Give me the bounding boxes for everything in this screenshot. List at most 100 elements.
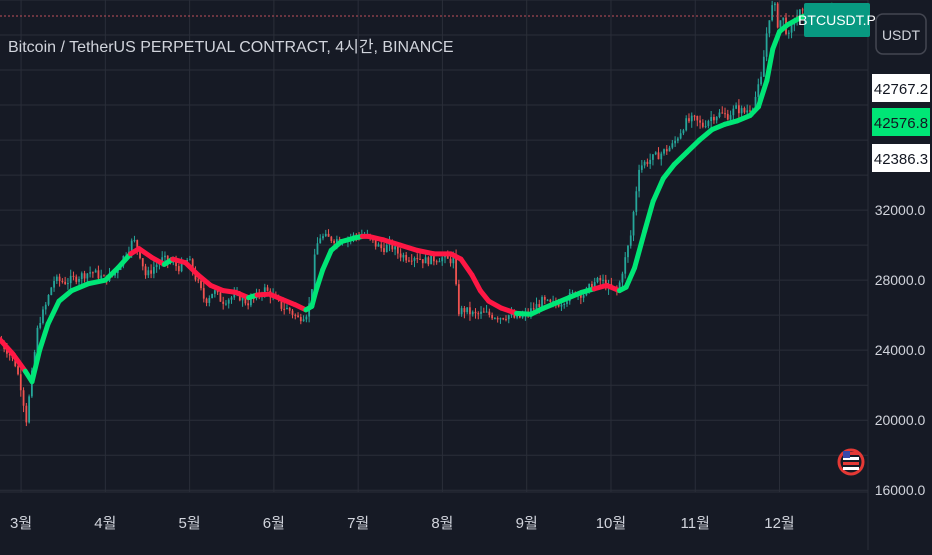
candle-body [535, 304, 538, 310]
candle-body [457, 284, 460, 315]
candle [491, 312, 494, 321]
moving-average-segment [458, 256, 475, 278]
candle-body [435, 261, 438, 263]
candle [28, 394, 31, 424]
candle-body [657, 152, 660, 160]
candle-body [563, 304, 566, 306]
price-label-upper: 42767.2 [872, 74, 930, 102]
candle-body [383, 248, 385, 253]
candle-body [283, 308, 286, 310]
candle-body [640, 165, 643, 170]
candle-body [557, 303, 560, 307]
candle [654, 151, 657, 156]
candle [413, 256, 416, 268]
candle [707, 119, 710, 129]
candle [405, 251, 408, 264]
candle-body [530, 308, 532, 315]
candle-body [518, 314, 521, 318]
currency-button[interactable]: USDT [875, 13, 927, 55]
price-axis[interactable]: 16000.0 20000.0 24000.0 28000.0 32000.0 [875, 202, 926, 498]
moving-average-segment [45, 298, 62, 327]
candle [424, 253, 427, 264]
candle-body [538, 304, 541, 308]
candle-body [155, 264, 158, 267]
moving-average-segment [10, 351, 28, 374]
candle-body [80, 273, 83, 279]
candle-body [419, 258, 421, 260]
candle [222, 296, 225, 310]
candle-body [438, 261, 441, 263]
candle [408, 257, 410, 263]
candle-body [58, 276, 61, 282]
candle [286, 304, 288, 310]
candle-body [571, 292, 574, 294]
candle [297, 312, 299, 318]
price-tick-label: 16000.0 [875, 482, 926, 498]
candle-body [36, 327, 39, 353]
candle-body [496, 318, 499, 320]
candle-body [765, 33, 768, 57]
moving-average-segment [85, 277, 108, 287]
candle-body [632, 211, 635, 236]
candle-body [72, 275, 75, 277]
candle-body [177, 266, 180, 272]
candle-body [164, 255, 166, 258]
candle [721, 106, 724, 114]
candle-body [701, 122, 704, 127]
moving-average-segment [380, 237, 403, 248]
candle [469, 301, 471, 321]
candle-body [61, 281, 64, 283]
candle [47, 294, 50, 307]
candle-body [532, 308, 535, 310]
time-axis[interactable]: 3월 4월 5월 6월 7월 8월 9월 10월 11월 12월 [10, 515, 795, 532]
candle [416, 253, 419, 264]
candle-body [42, 309, 44, 323]
candle-body [699, 120, 701, 123]
candle-body [225, 303, 227, 305]
candle-body [721, 112, 724, 114]
candle-body [288, 307, 291, 311]
candle [91, 271, 94, 278]
candle-body [591, 283, 593, 289]
candle-body [136, 240, 139, 249]
candle-body [89, 272, 92, 274]
candle [502, 317, 505, 321]
candle-body [180, 261, 183, 272]
candle-body [724, 113, 726, 115]
candle [688, 113, 690, 124]
candle-body [250, 298, 252, 306]
candle-body [638, 169, 640, 192]
candle [499, 317, 502, 324]
candle [801, 7, 804, 15]
candle [646, 158, 649, 167]
candle-body [762, 56, 765, 77]
candle [496, 316, 499, 323]
candle [676, 136, 679, 144]
candle-body [83, 273, 86, 279]
candle-body [599, 277, 602, 281]
candle [713, 114, 715, 124]
candle [103, 274, 105, 277]
candle [715, 116, 718, 124]
moving-average-segment [136, 246, 155, 260]
candle [679, 129, 682, 140]
candle-body [330, 236, 333, 241]
candle [599, 275, 602, 286]
candle-body [399, 253, 402, 258]
candle [760, 71, 762, 86]
candle [482, 307, 485, 313]
candle-body [671, 143, 674, 148]
candle [211, 293, 213, 299]
moving-average-segment [397, 242, 420, 253]
candle-body [449, 258, 452, 264]
candle [305, 314, 308, 323]
candle-body [263, 287, 266, 295]
candle [602, 274, 604, 286]
us-flag-icon[interactable] [837, 448, 865, 476]
candle-body [663, 149, 665, 154]
moving-average-segment [755, 78, 770, 110]
candle-body [227, 299, 230, 304]
candle [427, 256, 430, 267]
candle [283, 302, 286, 315]
